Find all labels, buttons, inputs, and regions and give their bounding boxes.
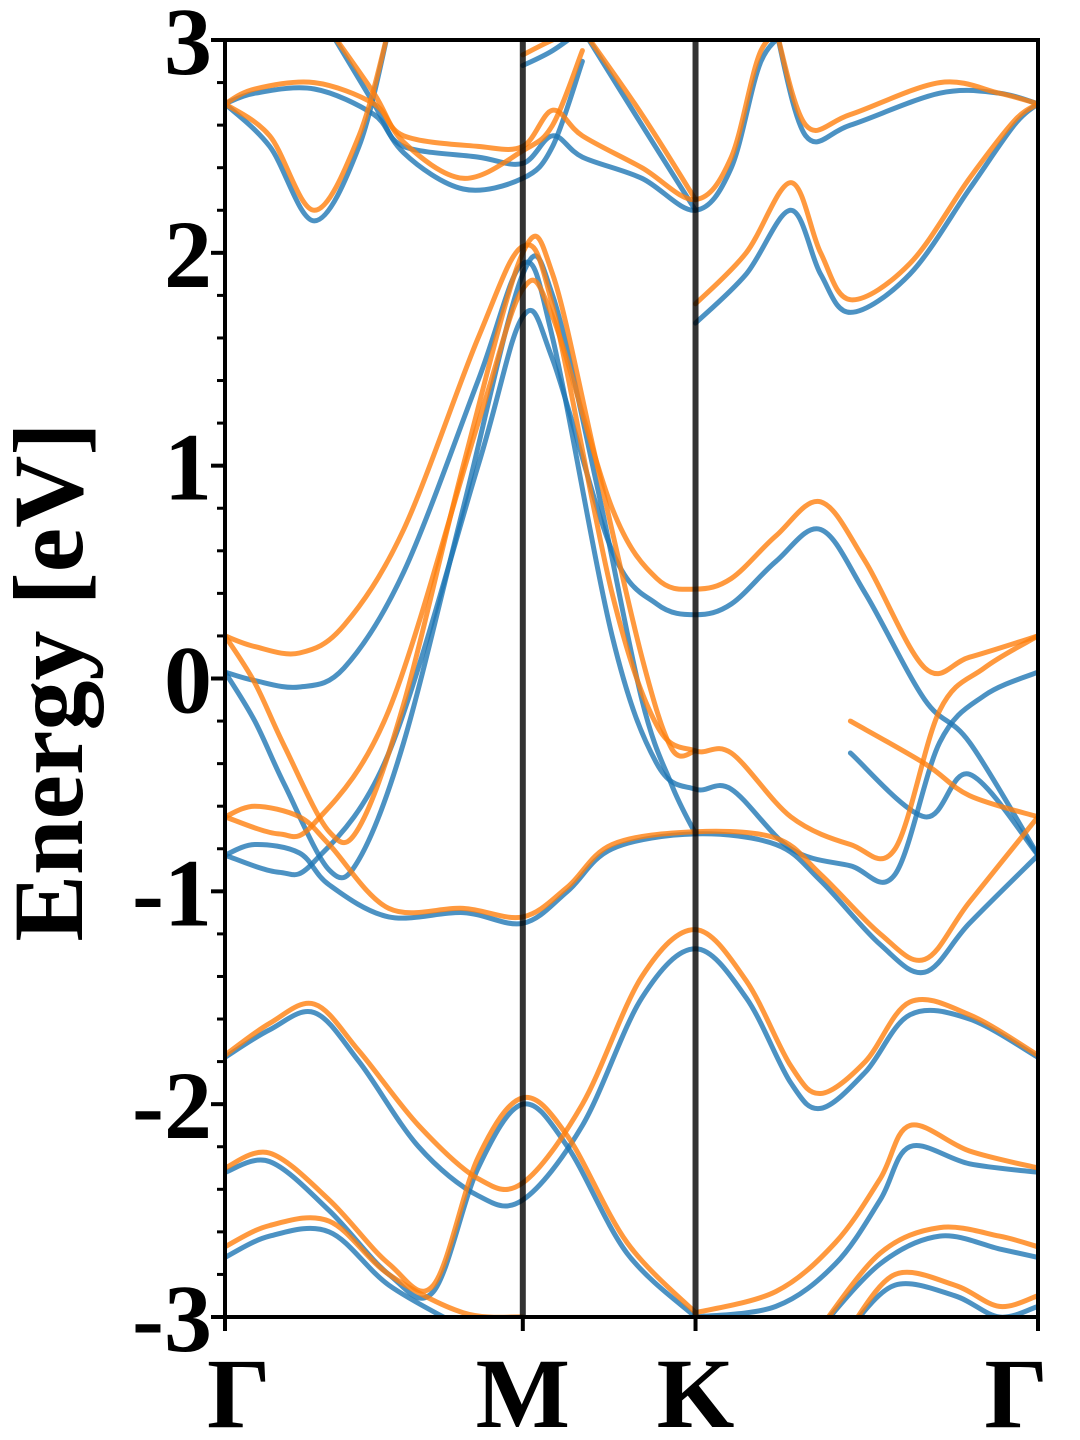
- band-line-s1-b1: [225, 242, 1038, 862]
- band-line-s0-b9: [826, 1233, 1038, 1317]
- band-line-s0-b7: [225, 1226, 449, 1317]
- y-axis-label: Energy [eV]: [0, 422, 104, 941]
- band-line-s0-b11: [225, 40, 781, 213]
- band-line-s1-b11: [225, 40, 772, 203]
- x-tick-label-0: Γ: [207, 1338, 271, 1440]
- band-line-s0-b1: [225, 259, 1038, 885]
- band-line-s1-b7: [225, 1215, 526, 1317]
- high-symmetry-lines: [519, 40, 699, 1317]
- band-line-s0-b8: [693, 1143, 1038, 1317]
- x-tick-label-1: M: [476, 1338, 570, 1440]
- band-line-s0-b6: [225, 1101, 698, 1317]
- band-line-s1-b15: [693, 101, 1038, 307]
- band-line-s1-b16: [776, 40, 1038, 133]
- y-tick-label: 3: [164, 0, 212, 95]
- y-tick-label: -1: [132, 839, 212, 946]
- y-tick-label: 1: [164, 414, 212, 521]
- band-line-s0-b15: [693, 101, 1038, 326]
- y-axis-ticks: -3 -2 -1 0 1 2 3: [132, 0, 225, 1372]
- band-line-s1-b10: [854, 1269, 1038, 1317]
- band-line-s1-b12: [225, 40, 389, 213]
- band-lines: [225, 40, 1038, 1317]
- y-tick-label: 2: [164, 201, 212, 308]
- band-line-s1-b17: [586, 40, 698, 203]
- band-line-s0-b14: [520, 40, 573, 68]
- band-line-s0-b3: [225, 253, 698, 881]
- band-line-s1-b4: [847, 718, 1038, 820]
- band-line-s0-b5: [225, 946, 1038, 1209]
- band-line-s0-b16: [775, 40, 1038, 145]
- band-line-s1-b14: [520, 40, 560, 58]
- band-line-s0-b2: [225, 831, 1038, 976]
- band-line-s1-b8: [693, 1122, 1038, 1316]
- band-line-s1-b6: [225, 1094, 698, 1316]
- band-line-s1-b0: [225, 277, 1038, 840]
- y-tick-label: -3: [132, 1265, 212, 1372]
- y-tick-label: 0: [164, 627, 212, 734]
- band-line-s1-b9: [825, 1224, 1038, 1317]
- band-line-s1-b5: [225, 927, 1038, 1193]
- band-line-s1-b2: [225, 803, 1038, 963]
- x-tick-label-3: Γ: [984, 1338, 1048, 1440]
- band-line-s1-b13: [333, 40, 585, 181]
- x-tick-label-2: K: [657, 1338, 735, 1440]
- y-tick-label: -2: [132, 1052, 212, 1159]
- band-line-s0-b4: [847, 750, 1038, 858]
- band-line-s1-b3: [225, 233, 698, 846]
